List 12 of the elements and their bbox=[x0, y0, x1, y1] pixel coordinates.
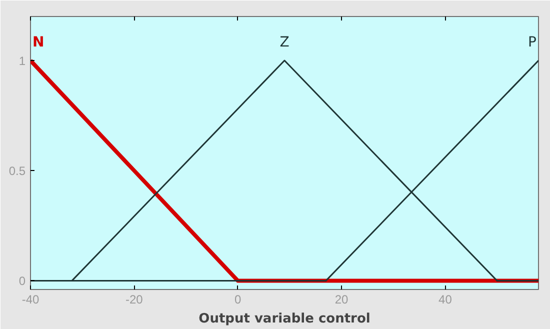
x-tick-label: -40 bbox=[22, 292, 40, 306]
y-tick-label: 0.5 bbox=[8, 164, 26, 178]
x-tick-label: 0 bbox=[234, 292, 242, 306]
x-tick-label: 40 bbox=[438, 292, 452, 306]
x-tick-label: -20 bbox=[126, 292, 144, 306]
x-axis-title: Output variable control bbox=[198, 312, 370, 326]
series-label: N bbox=[32, 34, 44, 51]
y-tick-label: 0 bbox=[18, 274, 26, 288]
x-tick-label: 20 bbox=[334, 292, 349, 306]
series-label: P bbox=[528, 34, 537, 51]
y-tick-label: 1 bbox=[18, 54, 26, 68]
series-label: Z bbox=[280, 34, 290, 51]
